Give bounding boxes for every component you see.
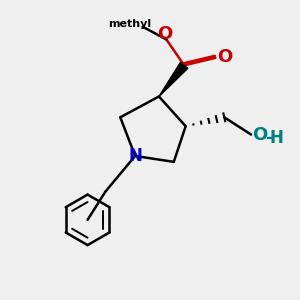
Text: O: O: [252, 126, 267, 144]
Text: –: –: [266, 128, 274, 146]
Text: O: O: [217, 48, 232, 66]
Text: methyl: methyl: [109, 19, 152, 29]
Text: O: O: [157, 25, 172, 43]
Text: N: N: [128, 147, 142, 165]
Polygon shape: [159, 62, 188, 97]
Text: H: H: [269, 128, 283, 146]
